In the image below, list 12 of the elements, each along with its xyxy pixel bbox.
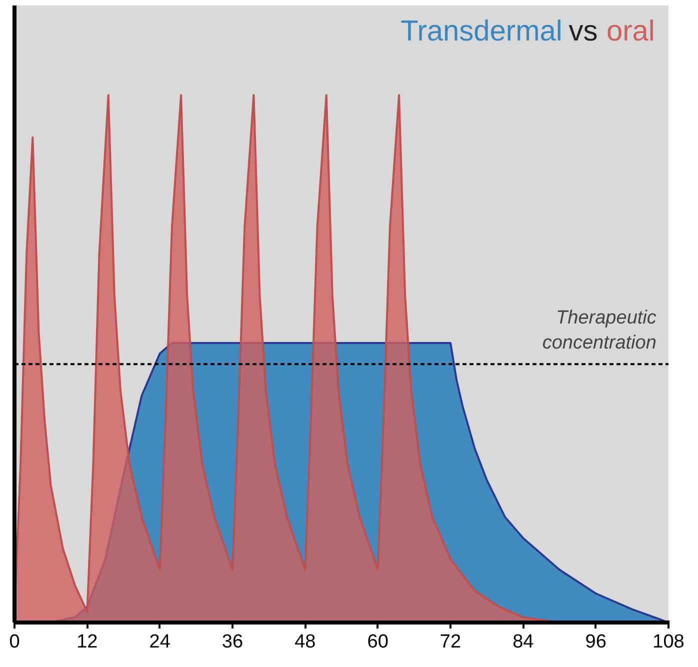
chart-title: Transdermal vs oral	[400, 16, 655, 48]
x-tick-label: 24	[149, 632, 171, 652]
ref-line-label: Therapeutic concentration	[542, 307, 657, 354]
x-tick-label: 96	[585, 632, 606, 652]
x-tick-label: 12	[76, 632, 98, 652]
x-tick-label: 84	[512, 632, 534, 652]
x-tick-label: 72	[440, 632, 462, 652]
x-tick-label: 48	[294, 632, 316, 652]
x-tick-label: 0	[9, 632, 20, 652]
x-tick-label: 36	[222, 632, 244, 652]
x-tick-label: 60	[367, 632, 388, 652]
x-tick-label: 108	[652, 632, 684, 652]
